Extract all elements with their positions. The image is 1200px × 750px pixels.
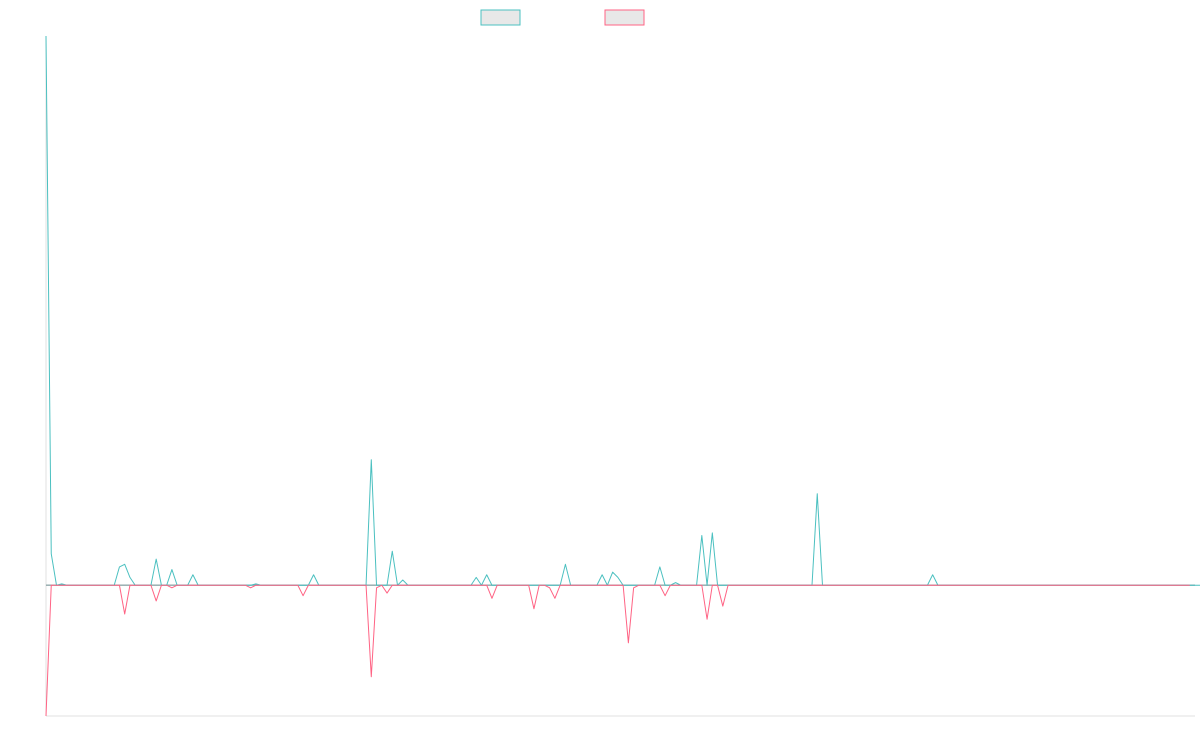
series-group xyxy=(45,35,1200,717)
series-line-0 xyxy=(45,35,1200,586)
series-line-1 xyxy=(45,584,1190,717)
legend-swatch-negative[interactable] xyxy=(604,9,645,26)
legend-swatch-positive[interactable] xyxy=(480,9,521,26)
legend[interactable] xyxy=(480,9,645,26)
